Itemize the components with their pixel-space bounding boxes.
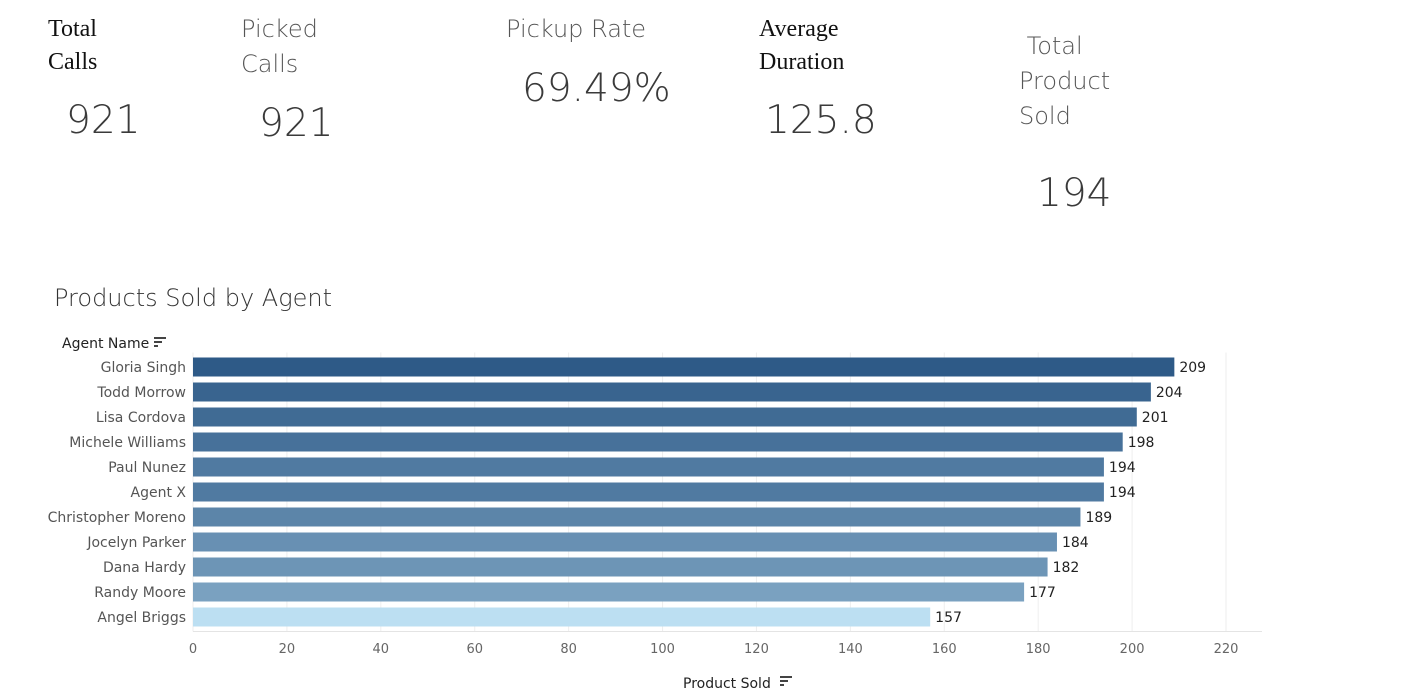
category-label: Todd Morrow [96,385,186,401]
x-tick-label: 20 [279,642,296,657]
category-label: Randy Moore [94,585,186,601]
data-label: 209 [1179,360,1206,376]
pickup-rate-label: Pickup Rate [506,15,647,43]
picked-calls-label: Picked Calls [241,15,318,78]
x-axis-title: Product Sold [683,676,771,691]
category-label: Angel Briggs [97,610,186,626]
x-tick-label: 40 [373,642,390,657]
bar[interactable] [193,557,1048,577]
bar[interactable] [193,407,1137,427]
total-product-sold-value: 194 [1037,171,1112,216]
category-label: Dana Hardy [103,560,186,576]
bar[interactable] [193,357,1175,377]
bar[interactable] [193,507,1081,527]
x-tick-label: 140 [838,642,863,657]
data-label: 198 [1128,435,1155,451]
bar[interactable] [193,532,1057,552]
bar[interactable] [193,457,1104,477]
sort-icon[interactable] [780,676,792,686]
category-label: Lisa Cordova [96,410,186,426]
data-label: 177 [1029,585,1056,601]
data-label: 157 [935,610,962,626]
x-tick-label: 200 [1120,642,1145,657]
category-label: Michele Williams [69,435,186,451]
data-label: 182 [1053,560,1080,576]
bar[interactable] [193,482,1104,502]
total-calls-value: 921 [66,98,141,143]
category-label: Agent X [131,485,187,501]
category-label: Jocelyn Parker [86,535,186,551]
data-label: 184 [1062,535,1089,551]
sort-icon[interactable] [154,337,166,347]
bar[interactable] [193,382,1151,402]
x-axis-ticks: 0 20 40 60 80 100 120 140 160 180 200 220 [189,642,1239,657]
x-tick-label: 220 [1214,642,1239,657]
picked-calls-value: 921 [259,101,334,146]
bars: Gloria Singh 209 Todd Morrow 204 Lisa Cordov… [48,357,1206,627]
x-tick-label: 180 [1026,642,1051,657]
average-duration-label: Average Duration [759,16,845,75]
total-product-sold-label: Total Product Sold [1019,32,1111,130]
x-tick-label: 80 [560,642,577,657]
x-tick-label: 100 [650,642,675,657]
x-tick-label: 120 [744,642,769,657]
pickup-rate-value: 69.49% [522,66,671,111]
x-tick-label: 60 [466,642,483,657]
data-label: 204 [1156,385,1183,401]
x-tick-label: 160 [932,642,957,657]
y-axis-title: Agent Name [62,336,149,352]
category-label: Christopher Moreno [48,510,186,526]
data-label: 194 [1109,460,1136,476]
chart-title: Products Sold by Agent [54,284,332,312]
bar[interactable] [193,432,1123,452]
bar[interactable] [193,607,931,627]
data-label: 194 [1109,485,1136,501]
category-label: Paul Nunez [108,460,186,476]
average-duration-value: 125.8 [765,98,877,143]
data-label: 201 [1142,410,1169,426]
data-label: 189 [1085,510,1112,526]
x-tick-label: 0 [189,642,197,657]
category-label: Gloria Singh [101,360,186,376]
bar[interactable] [193,582,1025,602]
total-calls-label: Total Calls [48,16,98,75]
